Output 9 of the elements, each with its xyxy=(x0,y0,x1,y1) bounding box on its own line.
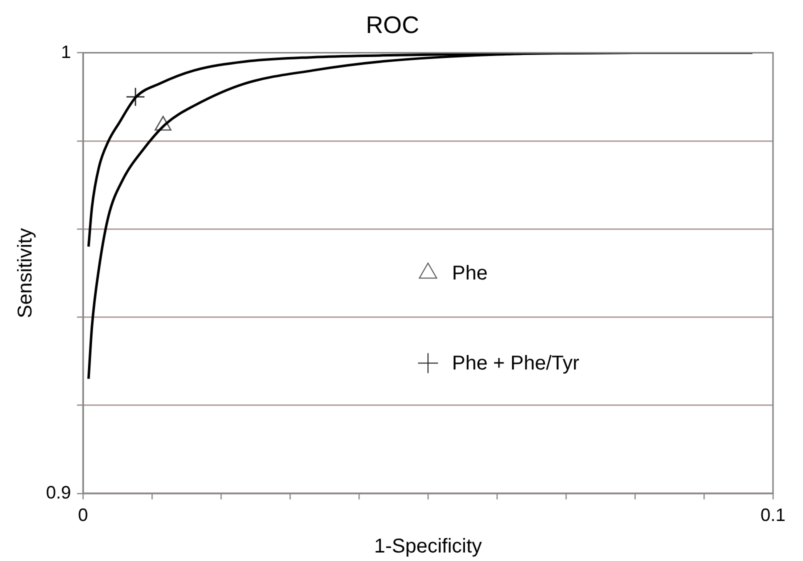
y-axis-title: Sensitivity xyxy=(14,228,37,318)
y-tick-label: 0.9 xyxy=(46,482,72,502)
x-axis-title: 1-Specificity xyxy=(374,536,482,558)
chart-title: ROC xyxy=(366,12,420,40)
legend-label: Phe + Phe/Tyr xyxy=(452,352,580,375)
legend-label: Phe xyxy=(452,262,488,285)
y-tick-label: 1 xyxy=(61,42,72,62)
x-tick-label: 0 xyxy=(78,505,88,526)
x-tick-label: 0.1 xyxy=(760,505,786,526)
